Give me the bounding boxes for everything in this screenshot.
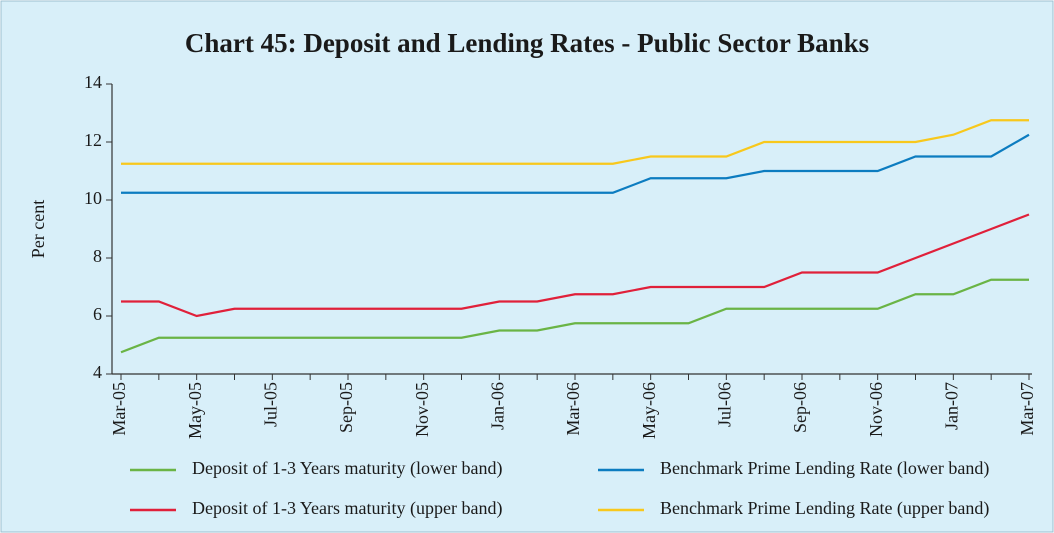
y-tick-label: 14 xyxy=(84,72,102,92)
x-tick-label: Nov-05 xyxy=(412,382,432,437)
x-tick-label: Jul-06 xyxy=(714,382,734,427)
y-tick-label: 12 xyxy=(84,130,102,150)
x-tick-label: May-06 xyxy=(639,382,659,439)
x-tick-label: Sep-06 xyxy=(790,382,810,433)
legend-label: Benchmark Prime Lending Rate (lower band… xyxy=(660,458,989,479)
x-tick-label: Mar-06 xyxy=(563,382,583,436)
y-axis-label: Per cent xyxy=(28,200,48,258)
x-tick-label: Mar-05 xyxy=(109,382,129,436)
x-tick-label: Sep-05 xyxy=(336,382,356,433)
y-tick-label: 8 xyxy=(93,246,102,266)
line-series xyxy=(121,213,1030,318)
chart-title: Chart 45: Deposit and Lending Rates - Pu… xyxy=(185,28,869,58)
x-tick-label: Jul-05 xyxy=(260,382,280,427)
legend-label: Deposit of 1-3 Years maturity (upper ban… xyxy=(192,498,502,519)
x-tick-label: Jan-07 xyxy=(941,382,961,430)
line-series xyxy=(121,119,1029,165)
y-tick-label: 4 xyxy=(93,362,102,382)
x-tick-label: Mar-07 xyxy=(1017,382,1037,436)
y-tick-label: 6 xyxy=(93,304,102,324)
x-tick-label: Jan-06 xyxy=(487,382,507,430)
legend-label: Deposit of 1-3 Years maturity (lower ban… xyxy=(192,458,502,479)
y-tick-label: 10 xyxy=(84,188,102,208)
x-tick-label: May-05 xyxy=(185,382,205,439)
x-tick-label: Nov-06 xyxy=(866,382,886,437)
line-series xyxy=(121,133,1030,194)
legend-label: Benchmark Prime Lending Rate (upper band… xyxy=(660,498,989,519)
line-series xyxy=(120,278,1029,354)
